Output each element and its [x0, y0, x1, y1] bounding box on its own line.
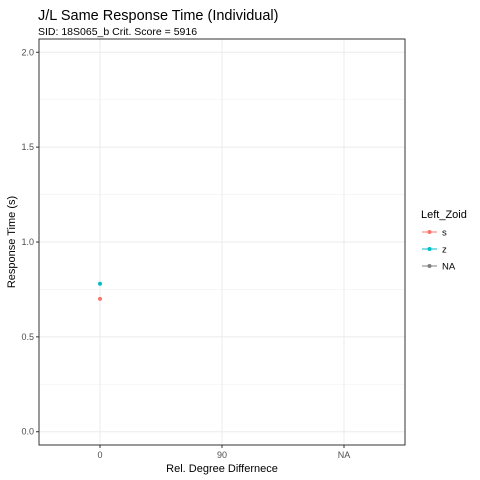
- y-axis-label: Response Time (s): [6, 196, 18, 288]
- x-axis: 0 90 NA: [97, 445, 350, 460]
- chart-title: J/L Same Response Time (Individual): [38, 8, 278, 24]
- chart-subtitle: SID: 18S065_b Crit. Score = 5916: [38, 26, 197, 38]
- gridlines: [39, 39, 405, 445]
- legend-label-z: z: [442, 245, 447, 256]
- x-tick-label: NA: [338, 450, 351, 460]
- legend-key-point-NA: [427, 264, 432, 268]
- legend-key-point-s: [427, 230, 432, 234]
- legend-label-s: s: [442, 228, 447, 239]
- y-axis: 0.0 0.5 1.0 1.5 2.0: [21, 47, 39, 437]
- y-tick-label: 0.5: [21, 332, 34, 342]
- legend-title: Left_Zoid: [421, 209, 467, 221]
- x-tick-label: 0: [97, 450, 102, 460]
- legend-label-NA: NA: [442, 262, 456, 273]
- x-tick-label: 90: [217, 450, 227, 460]
- x-axis-label: Rel. Degree Differnece: [166, 463, 278, 475]
- data-point-z: [98, 281, 102, 286]
- data-point-s: [98, 296, 102, 301]
- legend: Left_Zoid sz NA: [421, 209, 467, 275]
- legend-key-point-z: [427, 247, 432, 251]
- y-tick-label: 2.0: [21, 47, 34, 57]
- y-tick-label: 0.0: [21, 427, 34, 437]
- data-points: [98, 281, 102, 301]
- y-tick-label: 1.5: [21, 142, 34, 152]
- y-tick-label: 1.0: [21, 237, 34, 247]
